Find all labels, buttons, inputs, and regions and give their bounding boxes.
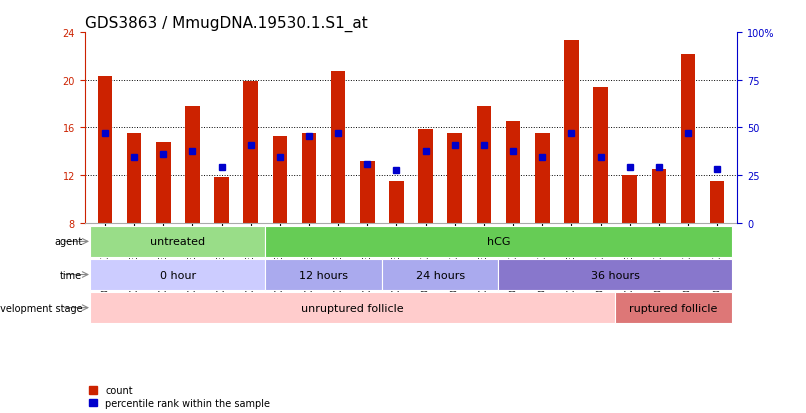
Text: ruptured follicle: ruptured follicle [629,303,717,313]
Text: development stage: development stage [0,303,82,313]
Bar [127,134,142,223]
Text: 12 hours: 12 hours [299,270,348,280]
Bar [622,176,637,223]
Legend: count, percentile rank within the sample: count, percentile rank within the sample [89,385,270,408]
Bar [593,88,608,223]
Bar [98,77,112,223]
Text: time: time [60,270,82,280]
Bar [90,259,265,290]
Bar [389,181,404,223]
Bar [651,170,666,223]
Bar [535,134,550,223]
Text: untreated: untreated [151,237,206,247]
Bar [272,136,287,223]
Text: 24 hours: 24 hours [416,270,465,280]
Bar [90,292,615,323]
Text: 36 hours: 36 hours [591,270,639,280]
Bar [331,72,346,223]
Bar [265,259,382,290]
Text: unruptured follicle: unruptured follicle [301,303,404,313]
Bar [680,55,696,223]
Bar [301,134,316,223]
Bar [447,134,462,223]
Bar [710,181,725,223]
Bar [418,129,433,223]
Bar [506,122,521,223]
Bar [615,292,732,323]
Bar [265,226,732,257]
Bar [90,226,265,257]
Bar [476,107,491,223]
Bar [243,82,258,223]
Bar [156,142,171,223]
Text: 0 hour: 0 hour [160,270,196,280]
Bar [382,259,498,290]
Bar [564,41,579,223]
Text: hCG: hCG [487,237,510,247]
Text: GDS3863 / MmugDNA.19530.1.S1_at: GDS3863 / MmugDNA.19530.1.S1_at [85,16,368,32]
Bar [360,161,375,223]
Bar [498,259,732,290]
Text: agent: agent [54,237,82,247]
Bar [214,178,229,223]
Bar [185,107,200,223]
